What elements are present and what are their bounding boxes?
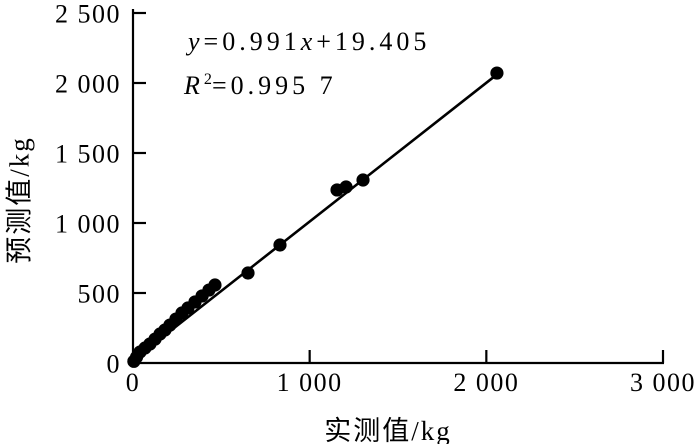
x-axis-title: 实测值/kg xyxy=(324,416,452,444)
y-tick-label: 500 xyxy=(78,279,122,308)
x-tick-label: 3 000 xyxy=(630,368,696,397)
data-point xyxy=(208,278,222,292)
y-tick-label: 2 000 xyxy=(55,69,121,98)
y-tick-label: 0 xyxy=(107,349,122,378)
y-axis-title: 预测值/kg xyxy=(4,136,35,264)
y-tick-label: 1 000 xyxy=(55,209,121,238)
equation-segment: 2 xyxy=(203,71,212,89)
regression-equation: y=0.991x+19.405 xyxy=(188,27,431,57)
x-tick-label: 1 000 xyxy=(277,368,343,397)
data-point xyxy=(356,173,370,187)
x-tick-label: 2 000 xyxy=(453,368,519,397)
equation-segment: +19.405 xyxy=(316,27,431,56)
equation-segment: x xyxy=(300,27,317,56)
equation-segment: R xyxy=(184,71,204,100)
y-tick-label: 2 500 xyxy=(55,0,121,28)
data-point xyxy=(339,180,353,194)
data-point xyxy=(241,266,255,280)
r-squared-value: R2=0.995 7 xyxy=(184,71,337,101)
equation-segment: y xyxy=(188,27,204,56)
y-tick-label: 1 500 xyxy=(55,139,121,168)
equation-segment: =0.995 7 xyxy=(211,71,337,100)
data-point xyxy=(490,66,504,80)
equation-segment: =0.991 xyxy=(203,27,301,56)
data-point xyxy=(273,238,287,252)
fit-line xyxy=(132,73,499,362)
x-tick-label: 0 xyxy=(126,368,141,397)
